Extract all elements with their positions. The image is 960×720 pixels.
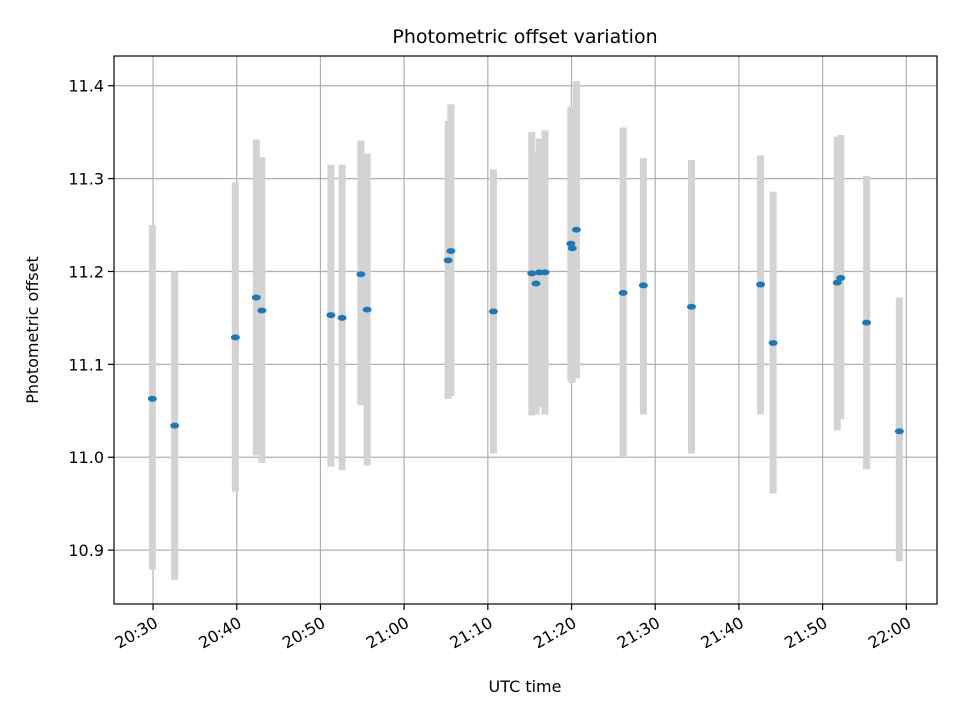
data-point: [362, 306, 372, 313]
data-point: [527, 270, 537, 277]
y-tick-label: 11.4: [68, 77, 104, 96]
data-point: [756, 281, 766, 288]
data-point: [257, 307, 267, 314]
data-point: [768, 340, 778, 347]
data-point: [446, 248, 456, 255]
y-tick-label: 10.9: [68, 541, 104, 560]
data-point: [251, 294, 261, 301]
data-point: [488, 308, 498, 315]
y-axis-ticks: 10.9 11.0 11.1 11.2 11.3 11.4: [68, 77, 114, 560]
data-point: [832, 279, 842, 286]
y-tick-label: 11.1: [68, 355, 104, 374]
data-point: [686, 303, 696, 310]
data-point: [567, 245, 577, 252]
data-point: [356, 271, 366, 278]
data-point: [862, 319, 872, 326]
chart-title: Photometric offset variation: [392, 26, 657, 48]
data-points: [147, 226, 904, 435]
data-point: [540, 269, 550, 276]
y-tick-label: 11.0: [68, 448, 104, 467]
data-point: [147, 395, 157, 402]
data-point: [894, 428, 904, 435]
data-point: [638, 282, 648, 289]
y-tick-label: 11.3: [68, 170, 104, 189]
data-point: [443, 257, 453, 264]
y-axis-label: Photometric offset: [23, 256, 42, 404]
data-point: [326, 312, 336, 319]
data-point: [170, 422, 180, 429]
data-point: [566, 240, 576, 247]
y-tick-label: 11.2: [68, 262, 104, 281]
data-point: [618, 289, 628, 296]
data-point: [337, 314, 347, 321]
data-point: [531, 280, 541, 287]
plot-frame: [113, 55, 938, 605]
data-point: [836, 274, 846, 281]
data-point: [230, 334, 240, 341]
data-point: [571, 226, 581, 233]
x-axis-label: UTC time: [489, 677, 562, 696]
